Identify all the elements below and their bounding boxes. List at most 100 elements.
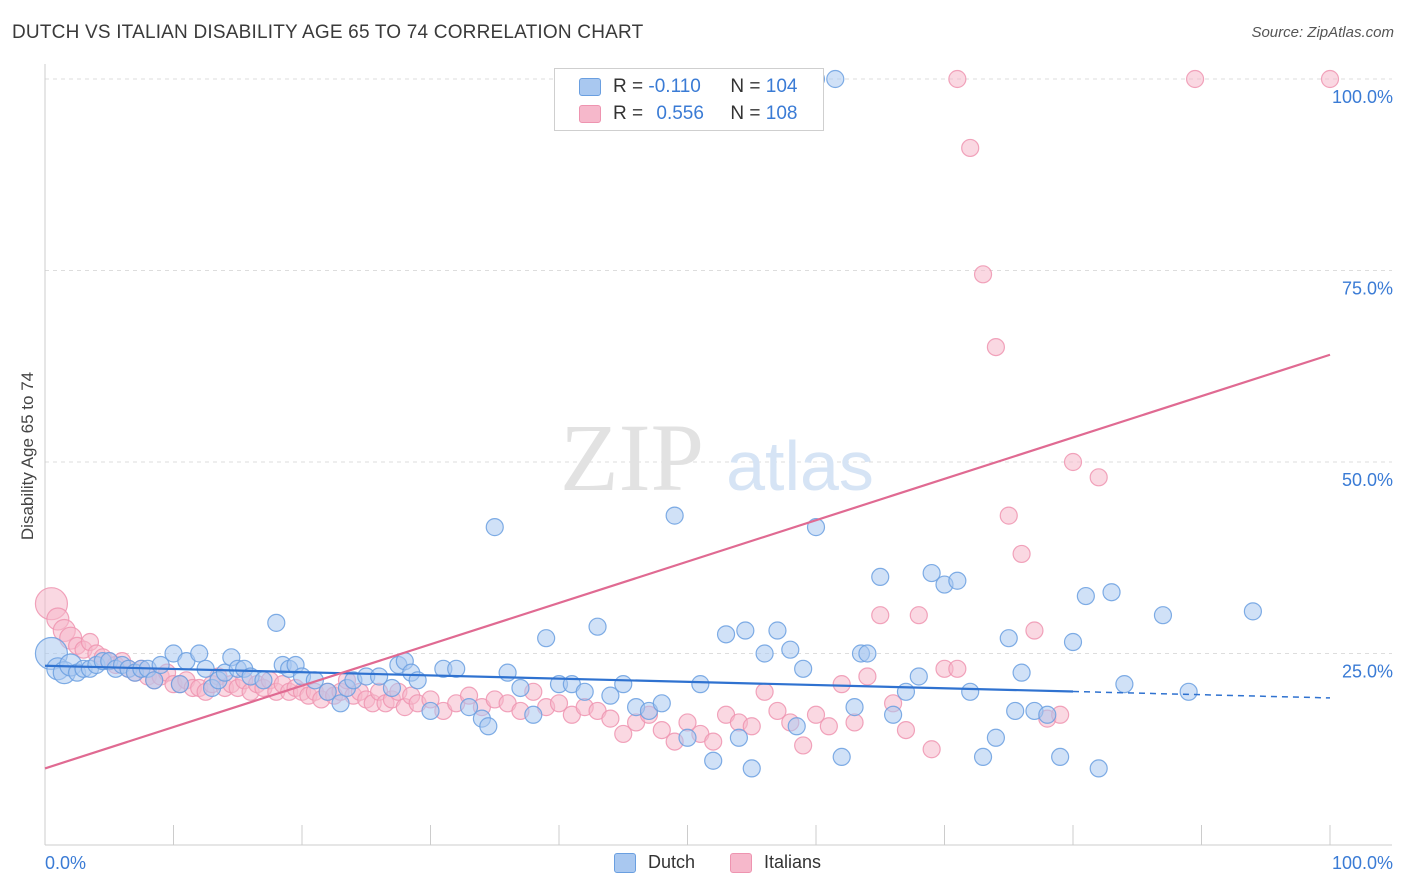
italians-legend-swatch [730, 852, 752, 873]
italian-point [755, 682, 774, 701]
italian-trend-line [44, 353, 1331, 770]
dutch-point [318, 682, 337, 701]
gridlines [45, 78, 1392, 654]
dutch-legend-label: Dutch [648, 852, 696, 872]
dutch-point [382, 678, 402, 698]
dutch-point [787, 717, 806, 736]
dutch-point [421, 701, 440, 721]
dutch-point [1006, 701, 1025, 721]
dutch-trend-extension [1072, 690, 1331, 699]
dutch-swatch [579, 78, 601, 96]
y-tick-label: 25.0% [1342, 662, 1393, 682]
dutch-point [736, 621, 755, 640]
dutch-point [806, 518, 826, 537]
dutch-point [1051, 747, 1070, 767]
legend-row-italians: R = 0.556 N = 108 [579, 101, 797, 127]
dutch-point [999, 629, 1018, 648]
dutch-point [781, 640, 800, 659]
italian-point [999, 506, 1018, 525]
italian-point [1185, 69, 1205, 89]
dutch-point [986, 728, 1006, 747]
dutch-point [716, 625, 736, 644]
italians-r-value: 0.556 [656, 103, 704, 124]
y-tick-label: 75.0% [1342, 279, 1393, 299]
italian-point [1012, 544, 1031, 564]
y-tick-label: 50.0% [1342, 470, 1393, 490]
italian-point [794, 736, 813, 755]
source-label: Source: ZipAtlas.com [1251, 24, 1394, 41]
italian-point [845, 713, 864, 732]
dutch-r-label: R = [613, 76, 644, 97]
italian-point [858, 667, 877, 686]
dutch-point [498, 663, 517, 682]
dutch-point [1038, 705, 1057, 724]
dutch-point [1115, 675, 1134, 694]
legend-item-dutch[interactable]: Dutch [614, 852, 695, 873]
italians-legend-label: Italians [764, 852, 822, 872]
dutch-point [652, 694, 671, 713]
italian-point [961, 138, 980, 158]
dutch-point [537, 629, 556, 648]
dutch-point [973, 747, 993, 767]
dutch-point [832, 747, 851, 767]
dutch-point [1179, 682, 1198, 701]
dutch-point [1076, 586, 1095, 606]
dutch-r-value: -0.110 [648, 76, 701, 97]
italian-point [742, 717, 761, 736]
dutch-point [331, 694, 350, 713]
italian-point [614, 724, 633, 744]
dutch-point [170, 675, 190, 694]
trend-lines [44, 353, 1331, 770]
dutch-point [755, 644, 774, 663]
dutch-point [511, 678, 530, 698]
dutch-point [961, 682, 980, 701]
italian-point [601, 709, 620, 728]
dutch-point [678, 728, 697, 747]
dutch-point [614, 675, 633, 694]
italian-point [973, 265, 993, 284]
dutch-point [883, 705, 903, 724]
dutch-point [691, 675, 710, 694]
dutch-point [145, 671, 164, 690]
legend-item-italians[interactable]: Italians [730, 852, 821, 873]
dutch-point [479, 717, 498, 736]
y-tick-label: 100.0% [1332, 87, 1393, 107]
italian-point [986, 338, 1006, 357]
italian-point [652, 720, 671, 740]
dutch-point [742, 759, 761, 778]
dutch-point [370, 667, 389, 686]
italian-point [909, 606, 928, 625]
stats-legend: R = -0.110 N = 104 R = 0.556 N = 108 [554, 68, 824, 131]
italians-n-value: 108 [765, 103, 798, 124]
y-tick-labels: 25.0% 50.0% 75.0% 100.0% [1332, 87, 1393, 682]
italian-point [549, 694, 569, 713]
dutch-point [459, 698, 479, 717]
dutch-point [909, 667, 928, 686]
watermark-zip: ZIP [560, 404, 704, 511]
dutch-point [704, 751, 723, 770]
italian-point [948, 659, 967, 678]
dutch-point [896, 682, 916, 701]
italian-point [768, 701, 787, 721]
dutch-points [34, 69, 1263, 778]
italian-point [1320, 69, 1340, 89]
italian-point [1063, 452, 1083, 472]
dutch-n-value: 104 [765, 76, 798, 97]
italian-point [948, 69, 967, 89]
dutch-point [794, 659, 813, 678]
dutch-point [948, 571, 967, 590]
dutch-point [485, 518, 504, 537]
italian-point [922, 740, 941, 759]
dutch-point [524, 705, 543, 724]
dutch-point [1102, 583, 1121, 602]
dutch-point [665, 506, 684, 525]
italian-point [832, 675, 851, 694]
italian-point [871, 606, 890, 625]
italian-point [896, 720, 916, 740]
italian-point [806, 705, 826, 724]
dutch-point [447, 659, 466, 678]
dutch-point [1153, 606, 1173, 625]
italian-point [1089, 468, 1108, 487]
dutch-trend-line [44, 664, 1074, 693]
dutch-point [190, 644, 209, 663]
